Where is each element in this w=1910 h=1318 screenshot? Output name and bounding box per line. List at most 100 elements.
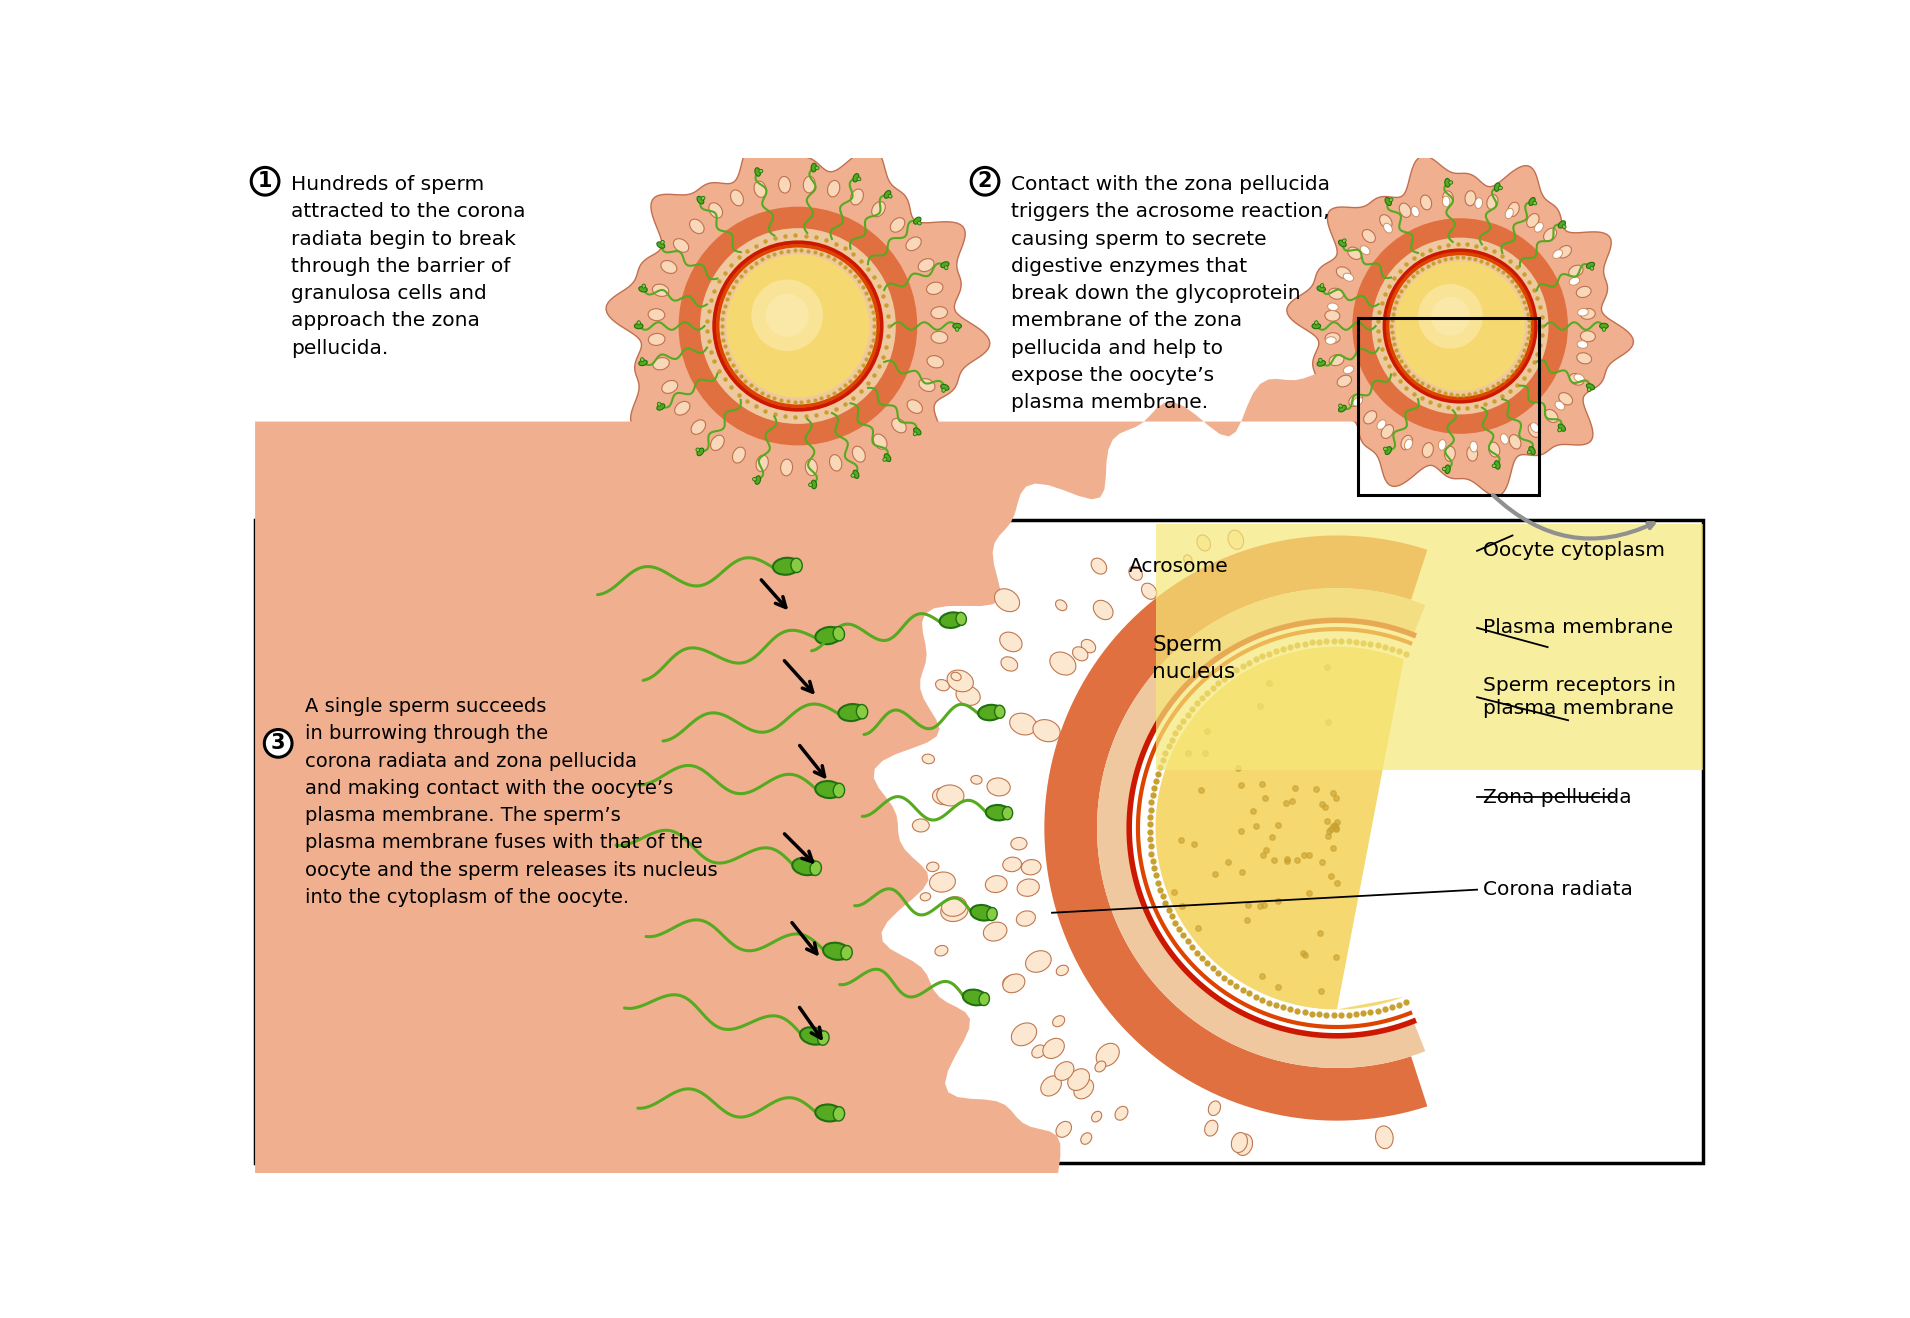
Ellipse shape: [800, 1027, 827, 1045]
Ellipse shape: [1115, 1106, 1129, 1120]
Ellipse shape: [1031, 1045, 1045, 1058]
Ellipse shape: [1580, 331, 1595, 341]
Ellipse shape: [986, 875, 1007, 892]
Ellipse shape: [1578, 353, 1591, 364]
Circle shape: [726, 254, 869, 398]
Ellipse shape: [1488, 442, 1499, 457]
Ellipse shape: [1559, 245, 1572, 258]
Ellipse shape: [754, 476, 760, 484]
Ellipse shape: [850, 188, 863, 206]
Text: A single sperm succeeds
in burrowing through the
corona radiata and zona pelluci: A single sperm succeeds in burrowing thr…: [306, 697, 718, 907]
Ellipse shape: [1003, 857, 1022, 871]
Ellipse shape: [1494, 461, 1499, 469]
Ellipse shape: [1337, 376, 1352, 387]
Ellipse shape: [647, 308, 665, 320]
Ellipse shape: [1555, 401, 1564, 410]
Ellipse shape: [1562, 225, 1566, 228]
Ellipse shape: [852, 447, 865, 463]
Ellipse shape: [1379, 215, 1392, 228]
Ellipse shape: [978, 705, 1003, 721]
Ellipse shape: [1326, 336, 1337, 344]
Ellipse shape: [840, 945, 852, 960]
Ellipse shape: [812, 480, 817, 489]
Ellipse shape: [808, 482, 812, 486]
Ellipse shape: [1236, 1133, 1253, 1156]
Ellipse shape: [816, 782, 842, 799]
Ellipse shape: [1444, 465, 1450, 473]
Ellipse shape: [1096, 1044, 1119, 1066]
Ellipse shape: [1589, 266, 1593, 270]
Ellipse shape: [890, 217, 905, 232]
Ellipse shape: [1528, 451, 1532, 453]
Ellipse shape: [1010, 713, 1037, 735]
Ellipse shape: [1471, 442, 1478, 452]
Ellipse shape: [657, 402, 661, 406]
Ellipse shape: [1352, 397, 1362, 406]
Ellipse shape: [913, 432, 917, 436]
Ellipse shape: [919, 378, 936, 391]
Circle shape: [701, 228, 896, 424]
Ellipse shape: [642, 285, 646, 289]
Ellipse shape: [833, 1107, 844, 1122]
Circle shape: [264, 729, 292, 758]
Ellipse shape: [1559, 221, 1566, 228]
Ellipse shape: [810, 861, 821, 875]
Ellipse shape: [1339, 405, 1343, 407]
Ellipse shape: [697, 196, 703, 204]
Ellipse shape: [781, 459, 793, 476]
Ellipse shape: [987, 908, 997, 920]
Ellipse shape: [636, 320, 640, 324]
Ellipse shape: [793, 858, 819, 875]
Ellipse shape: [791, 559, 802, 572]
Ellipse shape: [942, 896, 966, 916]
Ellipse shape: [882, 457, 886, 461]
Circle shape: [252, 167, 279, 195]
Ellipse shape: [905, 237, 921, 250]
Text: Hundreds of sperm
attracted to the corona
radiata begin to break
through the bar: Hundreds of sperm attracted to the coron…: [290, 175, 525, 357]
Text: 3: 3: [271, 733, 285, 754]
Ellipse shape: [936, 680, 949, 691]
Ellipse shape: [892, 418, 905, 432]
Ellipse shape: [913, 217, 921, 224]
Ellipse shape: [1559, 393, 1572, 405]
Ellipse shape: [919, 258, 934, 272]
Ellipse shape: [1343, 239, 1347, 243]
Ellipse shape: [1528, 447, 1536, 455]
Ellipse shape: [1001, 656, 1018, 671]
Ellipse shape: [1054, 1061, 1073, 1081]
Ellipse shape: [709, 203, 722, 217]
Circle shape: [970, 167, 999, 195]
Ellipse shape: [756, 455, 768, 472]
Bar: [1156, 525, 1702, 770]
Ellipse shape: [754, 167, 760, 177]
Ellipse shape: [1091, 1111, 1102, 1122]
Text: 1: 1: [258, 171, 273, 191]
Ellipse shape: [930, 873, 955, 892]
Ellipse shape: [1580, 308, 1595, 319]
Ellipse shape: [1010, 837, 1028, 850]
Ellipse shape: [1052, 1016, 1064, 1027]
Ellipse shape: [1578, 308, 1589, 316]
Ellipse shape: [1381, 424, 1394, 439]
Ellipse shape: [1534, 223, 1543, 232]
Ellipse shape: [1442, 468, 1446, 471]
Ellipse shape: [638, 360, 647, 365]
Ellipse shape: [1056, 600, 1068, 610]
Ellipse shape: [1438, 440, 1446, 451]
Ellipse shape: [1339, 405, 1347, 413]
Ellipse shape: [942, 385, 949, 390]
Ellipse shape: [1003, 807, 1012, 820]
Ellipse shape: [697, 448, 703, 456]
Ellipse shape: [647, 333, 665, 345]
Ellipse shape: [1018, 879, 1039, 896]
Ellipse shape: [1509, 435, 1520, 449]
Ellipse shape: [995, 705, 1005, 718]
Ellipse shape: [854, 471, 860, 478]
Ellipse shape: [888, 194, 892, 198]
Ellipse shape: [1364, 411, 1377, 424]
Ellipse shape: [674, 239, 690, 252]
Ellipse shape: [1528, 423, 1541, 438]
Ellipse shape: [758, 170, 762, 173]
Ellipse shape: [986, 805, 1010, 820]
Ellipse shape: [1327, 303, 1339, 311]
